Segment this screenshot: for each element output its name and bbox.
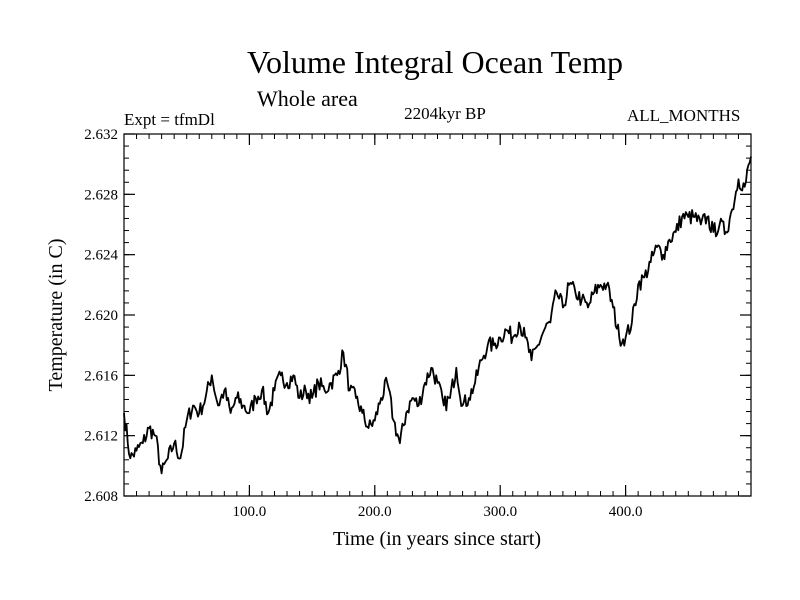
- chart-subtitle: Whole area: [257, 86, 358, 111]
- minor-ticks: [124, 134, 751, 496]
- temperature-series-line: [123, 156, 752, 475]
- y-tick-label: 2.612: [84, 429, 118, 445]
- y-tick-label: 2.624: [84, 248, 118, 264]
- x-tick-label: 100.0: [233, 504, 267, 520]
- y-tick-label: 2.616: [84, 368, 118, 384]
- plot-frame: [123, 133, 752, 497]
- x-tick-label: 400.0: [609, 504, 643, 520]
- chart-title: Volume Integral Ocean Temp: [246, 44, 623, 80]
- period-label: 2204kyr BP: [404, 104, 486, 123]
- x-axis-label: Time (in years since start): [333, 528, 541, 550]
- y-tick-label: 2.620: [84, 308, 118, 324]
- experiment-label: Expt = tfmDl: [124, 110, 215, 129]
- x-tick-label: 200.0: [358, 504, 392, 520]
- y-axis-label: Temperature (in C): [45, 239, 67, 392]
- x-tick-label: 300.0: [483, 504, 517, 520]
- months-label: ALL_MONTHS: [627, 106, 741, 125]
- y-tick-label: 2.628: [84, 187, 118, 203]
- major-ticks: [124, 133, 751, 497]
- y-tick-label: 2.608: [84, 489, 118, 505]
- y-tick-label: 2.632: [84, 127, 118, 143]
- tick-labels: 100.0 200.0 300.0 400.0 2.608 2.612 2.616 2.620…: [84, 127, 642, 520]
